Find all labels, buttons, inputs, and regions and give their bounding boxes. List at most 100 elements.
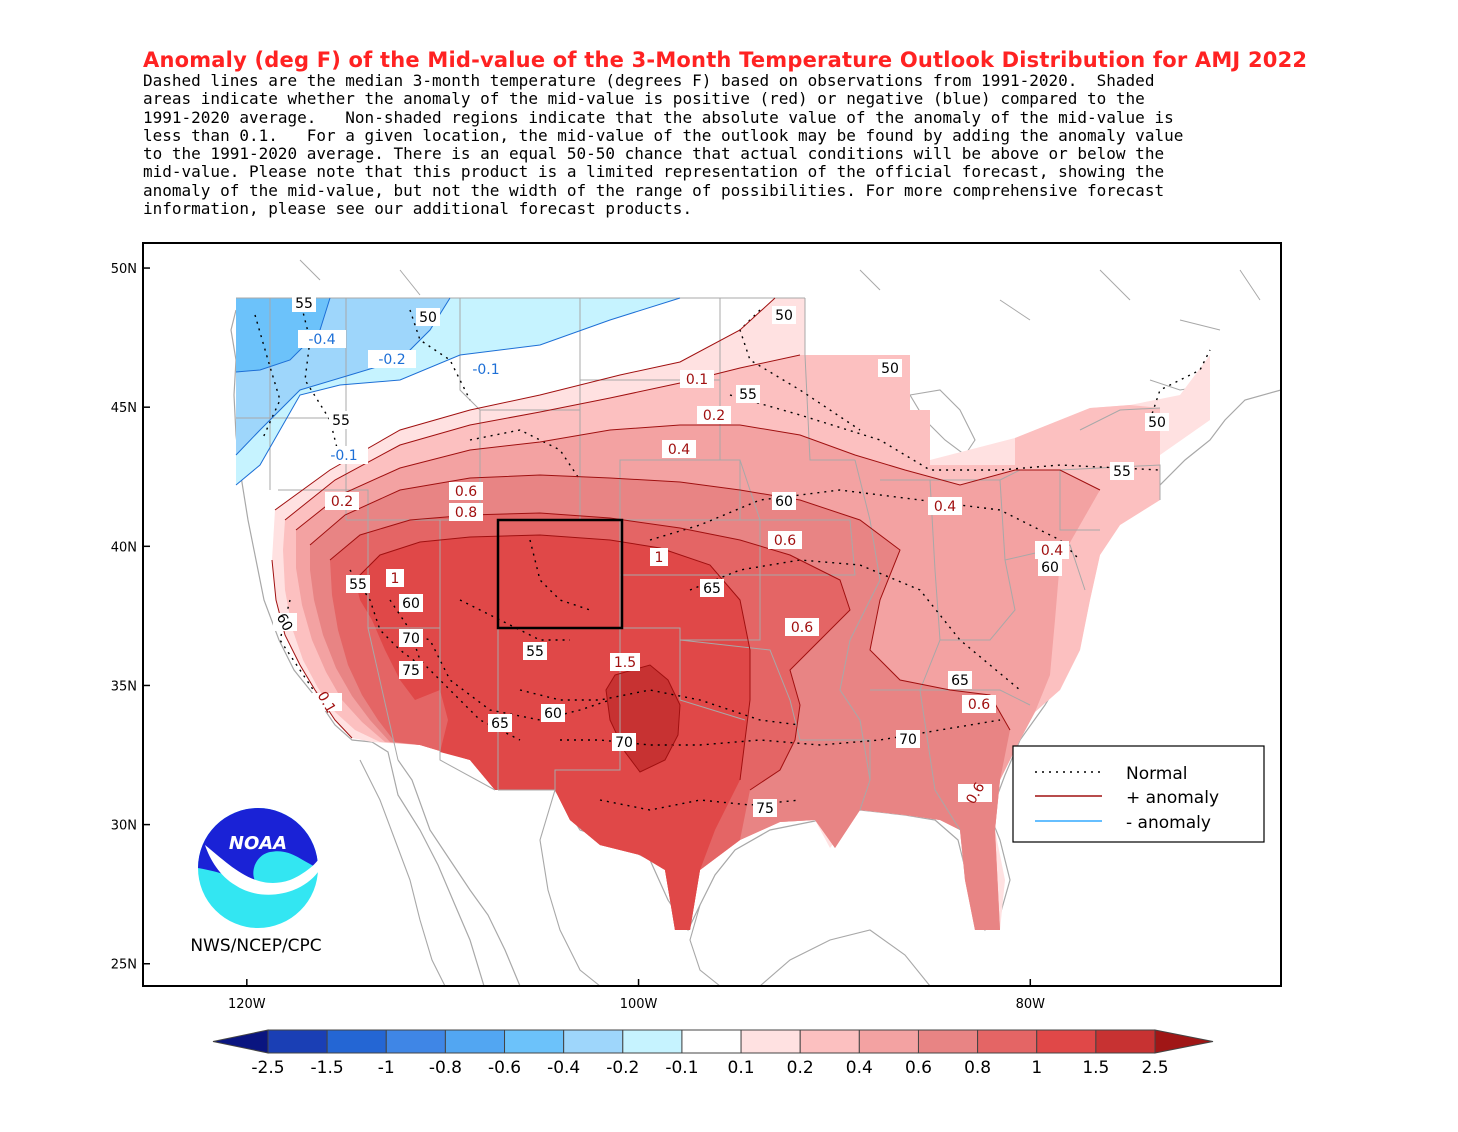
- anomaly-label-bg: [449, 503, 483, 521]
- colorbar-label: -1.5: [311, 1058, 344, 1078]
- normal-label: 55: [295, 296, 313, 312]
- mexico-outline: [359, 759, 931, 986]
- normal-labels: 55 50 50 55 50 50 55 55 60 60 55 60 70: [273, 294, 1169, 817]
- anomaly-label-bg: [962, 695, 996, 713]
- neg-contours: [235, 297, 681, 486]
- anomaly-label-bg: [958, 784, 992, 802]
- anomaly-label-bg: [320, 446, 368, 464]
- normal-label-bg: [700, 579, 724, 597]
- colorbar-label: -2.5: [251, 1058, 284, 1078]
- normal-label: 55: [526, 644, 544, 660]
- anomaly-label-bg: [650, 548, 668, 566]
- normal-label-bg: [523, 642, 547, 660]
- colorbar-label: -1: [378, 1058, 395, 1078]
- legend-neg-label: - anomaly: [1126, 813, 1211, 833]
- normal-label-bg: [736, 385, 760, 403]
- anomaly-label: 0.2: [703, 408, 725, 424]
- lat-label: 45N: [111, 401, 137, 416]
- colorbar-label: -0.4: [547, 1058, 580, 1078]
- normal-label-bg: [273, 613, 297, 631]
- anomaly-label: 0.4: [668, 442, 690, 458]
- normal-label-bg: [1038, 558, 1062, 576]
- normal-label: 65: [703, 581, 721, 597]
- normal-label: 70: [402, 631, 420, 647]
- latitude-axis: 50N 45N 40N 35N 30N 25N: [111, 262, 150, 973]
- anomaly-label: -0.1: [472, 362, 499, 378]
- colorbar-swatch: [740, 1029, 801, 1054]
- anomaly-label-bg: [368, 350, 416, 368]
- colorbar-label: -0.6: [488, 1058, 521, 1078]
- description-line: Dashed lines are the median 3-month temp…: [143, 71, 1155, 90]
- normal-label-bg: [416, 308, 440, 326]
- colorbar-swatch: [444, 1029, 506, 1054]
- normal-label-bg: [896, 730, 920, 748]
- anomaly-label-bg: [386, 569, 404, 587]
- colorbar-label: 0.4: [846, 1058, 873, 1078]
- normal-label: 60: [775, 494, 793, 510]
- legend-pos-label: + anomaly: [1126, 788, 1219, 808]
- normal-label: 70: [615, 735, 633, 751]
- anomaly-label: 0.1: [686, 372, 708, 388]
- anomaly-label: 1: [391, 571, 400, 587]
- pos-anomaly-06: [355, 535, 750, 930]
- colorbar-label: -0.8: [429, 1058, 462, 1078]
- normal-label-bg: [346, 575, 370, 593]
- description-line: to the 1991-2020 average. There is an eq…: [143, 144, 1165, 164]
- normal-label-bg: [1110, 462, 1134, 480]
- normal-label: 70: [899, 732, 917, 748]
- anomaly-label-bg: [697, 406, 731, 424]
- anomaly-label: 1.5: [614, 655, 636, 671]
- normal-label: 60: [544, 706, 562, 722]
- description-line: 1991-2020 average. Non-shaded regions in…: [143, 107, 1174, 127]
- anomaly-label-bg: [768, 531, 802, 549]
- legend: Normal + anomaly - anomaly: [1012, 745, 1265, 843]
- normal-label-bg: [1145, 413, 1169, 431]
- normal-label-bg: [399, 594, 423, 612]
- normal-label: 65: [491, 716, 509, 732]
- colorbar-label: 0.6: [905, 1058, 932, 1078]
- normal-label: 55: [349, 577, 367, 593]
- normal-label: 55: [739, 387, 757, 403]
- description-line: information, please see our additional f…: [143, 199, 693, 219]
- normal-label: 50: [881, 361, 899, 377]
- legend-box: [1012, 745, 1265, 843]
- anomaly-label: -0.2: [378, 352, 405, 368]
- colorbar: -2.5 -1.5 -1 -0.8 -0.6 -0.4 -0.2 -0.1 0.1 0.2 0.4 0…: [212, 1029, 1214, 1078]
- normal-label-bg: [612, 733, 636, 751]
- lat-label: 25N: [111, 958, 137, 973]
- anomaly-label: 0.8: [455, 505, 477, 521]
- normal-label: 55: [1113, 464, 1131, 480]
- anomaly-label-bg: [1035, 541, 1069, 559]
- map-frame: [142, 242, 1282, 987]
- anomaly-label-bg: [785, 618, 819, 636]
- anomaly-label-bg: [449, 482, 483, 500]
- colorbar-label: 0.2: [787, 1058, 814, 1078]
- normal-label: 75: [756, 801, 774, 817]
- noaa-logo: NOAA NWS/NCEP/CPC: [190, 808, 322, 956]
- noaa-logo-bird: [205, 845, 318, 895]
- colorbar-low-arrow: [212, 1029, 269, 1054]
- logo-caption: NWS/NCEP/CPC: [190, 936, 321, 956]
- anomaly-label: -0.4: [308, 332, 335, 348]
- anomaly-label-bg: [325, 492, 359, 510]
- anomaly-label: 0.6: [774, 533, 796, 549]
- normal-label: 60: [402, 596, 420, 612]
- anomaly-label-bg: [462, 360, 510, 378]
- colorbar-label: -0.2: [606, 1058, 639, 1078]
- colorbar-swatch: [326, 1029, 387, 1054]
- colorbar-swatch: [1095, 1029, 1156, 1054]
- normal-label: 50: [1148, 415, 1166, 431]
- lon-label: 120W: [228, 997, 266, 1012]
- lat-label: 50N: [111, 262, 137, 277]
- normal-label: 75: [402, 663, 420, 679]
- normal-label: 60: [273, 611, 296, 634]
- normal-label-bg: [329, 411, 353, 429]
- normal-label: 65: [951, 673, 969, 689]
- map-description: Dashed lines are the median 3-month temp…: [143, 71, 1323, 219]
- normal-label: 60: [1041, 560, 1059, 576]
- normal-label-bg: [772, 492, 796, 510]
- normal-label-bg: [541, 704, 565, 722]
- anomaly-label: 0.4: [1041, 543, 1063, 559]
- colorbar-swatch: [504, 1029, 565, 1054]
